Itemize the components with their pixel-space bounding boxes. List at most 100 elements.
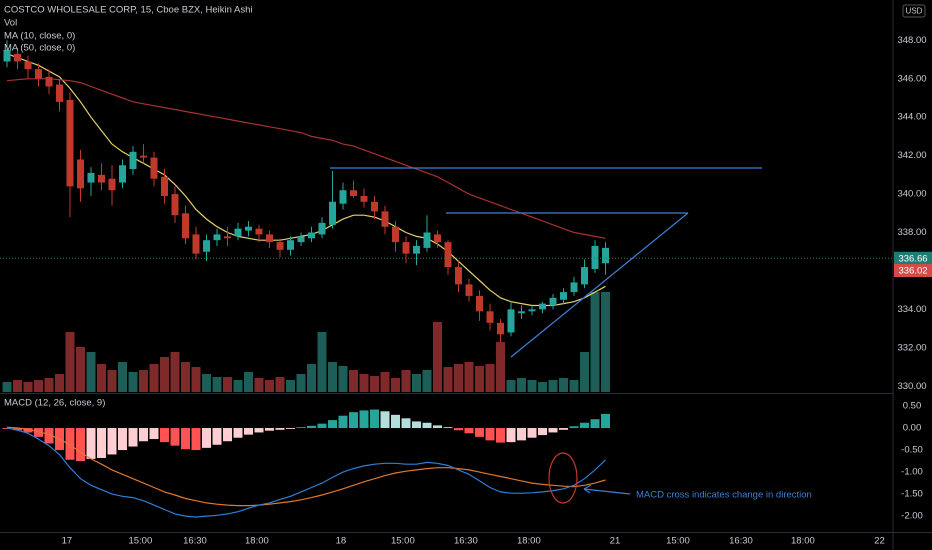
candle-body [308,232,316,239]
histogram-bar [412,421,422,429]
candle-body [224,236,232,239]
candle-body [161,176,169,196]
candle-body [234,228,242,237]
candle-body [24,61,32,70]
histogram-bar [454,428,464,431]
histogram-bar [44,428,54,444]
candle-body [507,309,515,333]
candle-body [150,157,158,179]
histogram-bar [538,428,548,436]
candle-body [560,292,568,300]
volume-bar [601,292,611,392]
macd-line [6,427,606,518]
histogram-bar [202,428,212,448]
volume-bar [97,364,107,392]
histogram-bar [296,427,306,429]
candle-body [245,226,253,231]
volume-bar [139,370,149,392]
histogram-bar [233,428,243,438]
x-tick-label: 18:00 [791,536,815,547]
y-tick-label: 344.00 [897,112,926,123]
volume-bar [254,378,264,392]
volume-bar [160,357,170,392]
signal-line [6,426,606,507]
volume-bar [559,378,569,392]
trend-line [510,212,689,358]
histogram-bar [181,428,191,450]
volume-bar [244,372,254,392]
volume-bar [580,352,590,392]
candle-body [129,151,137,170]
volume-bar [590,292,600,392]
candle-body [423,232,431,248]
x-tick-label: 16:30 [454,536,478,547]
y-tick-label: 0.00 [903,423,922,434]
annotation-arrow [583,488,631,495]
histogram-bar [527,428,537,438]
volume-bar [433,322,443,392]
y-tick-label: 332.00 [897,342,926,353]
candle-body [402,242,410,254]
histogram-bar [401,418,411,429]
histogram-bar [160,428,170,443]
candle-body [35,69,43,79]
currency-box[interactable] [902,4,926,18]
volume-bar [443,367,453,392]
y-tick-label: 338.00 [897,227,926,238]
candle-body [108,178,116,191]
candle-body [465,284,473,296]
histogram-bar [76,428,86,462]
candle-body [14,53,22,62]
volume-bar [391,378,401,392]
histogram-bar [391,414,401,429]
histogram-bar [86,428,96,459]
y-tick-label: -1.00 [901,467,923,478]
candle-body [266,234,274,243]
volume-bar [181,362,191,392]
volume-bar [149,364,159,392]
volume-title: Vol [4,18,17,29]
y-tick-label: -0.50 [901,445,923,456]
histogram-bar [338,415,348,429]
currency[interactable]: USD [906,7,923,16]
price-label-box [894,251,932,265]
volume-bar [86,352,96,392]
histogram-bar [590,419,600,429]
histogram-bar [65,428,75,460]
volume-bar [338,366,348,392]
volume-bar [496,342,506,392]
volume-bar [13,380,23,392]
volume-bar [65,332,75,392]
volume-bar [548,380,558,392]
candle-body [381,211,389,227]
volume-bar [412,374,422,392]
histogram-bar [443,427,453,429]
histogram-bar [275,428,285,430]
price-label-box [894,264,932,278]
x-tick-label: 15:00 [666,536,690,547]
plot [0,40,893,518]
volume-bar [349,370,359,392]
histogram-bar [580,422,590,429]
volume-bar [191,367,201,392]
histogram-bar [559,428,569,430]
candle-body [287,240,295,250]
histogram-bar [464,428,474,434]
candle-body [66,99,74,187]
volume-bar [328,362,338,392]
candle-body [539,303,547,310]
volume-bar [359,374,369,392]
y-tick-label: 330.00 [897,381,926,392]
histogram-bar [317,423,327,429]
x-tick-label: 17 [62,536,73,547]
candle-body [350,190,358,196]
candle-body [171,194,179,216]
candle-body [371,201,379,212]
moving-average [6,53,606,307]
histogram-bar [97,428,107,458]
volume-bar [527,380,537,392]
candle-body [329,201,337,225]
candle-body [98,174,106,183]
volume-bar [233,380,243,392]
histogram-bar [548,428,558,433]
